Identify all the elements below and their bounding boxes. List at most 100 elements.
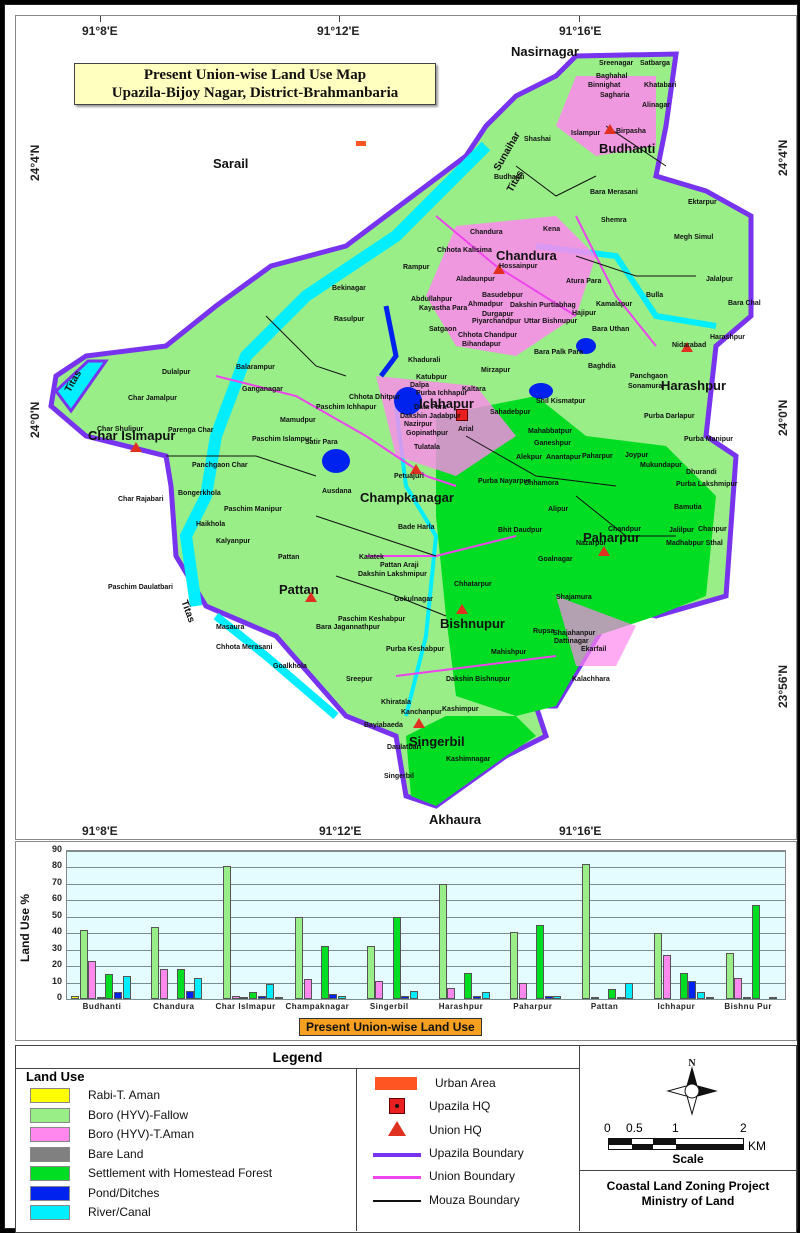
mouza-label: Paschim Daulatbari bbox=[108, 584, 173, 591]
mouza-label: Rasulpur bbox=[334, 316, 365, 323]
bar bbox=[447, 987, 456, 999]
mouza-label: Goalnagar bbox=[538, 556, 573, 563]
union-hq-icon bbox=[604, 124, 616, 134]
y-tick-label: 60 bbox=[51, 893, 62, 904]
bar bbox=[608, 989, 616, 999]
bar bbox=[553, 995, 562, 999]
coord-tick bbox=[339, 16, 340, 22]
mouza-label: Paharpur bbox=[582, 453, 613, 460]
mouza-label: Megh Simul bbox=[674, 234, 714, 241]
north-arrow-icon: N bbox=[666, 1058, 718, 1116]
mouza-label: Chhota Kalisima bbox=[437, 247, 492, 254]
mouza-label: Khiratala bbox=[381, 699, 411, 706]
mouza-label: Sahadebpur bbox=[490, 409, 531, 416]
land-use-bar-chart: Land Use % Present Union-wise Land Use 0… bbox=[15, 841, 797, 1041]
legend-swatch bbox=[30, 1088, 70, 1103]
upazila-map-shape bbox=[48, 51, 754, 809]
mouza-label: Pattan bbox=[278, 554, 300, 561]
neighbor-north: Nasirnagar bbox=[511, 44, 579, 59]
map-title-box: Present Union-wise Land Use Map Upazila-… bbox=[74, 63, 436, 105]
mouza-label: Chandura bbox=[470, 229, 503, 236]
mouza-label: Jalilpur bbox=[669, 527, 694, 534]
mouza-label: Dulalpur bbox=[162, 369, 191, 376]
bar bbox=[751, 905, 760, 999]
mouza-label: Chhota Merasani bbox=[216, 644, 273, 651]
mouza-label: Mamudpur bbox=[280, 417, 316, 424]
bar bbox=[590, 997, 599, 999]
union-budhanti: Budhanti bbox=[599, 141, 656, 156]
legend-label: Bare Land bbox=[88, 1146, 144, 1161]
mouza-label: Bongerkhola bbox=[178, 490, 221, 497]
mouza-label: Dalpa bbox=[410, 382, 430, 389]
bar bbox=[71, 995, 79, 999]
gridline bbox=[67, 900, 785, 902]
mouza-label: Dakshin Bishnupur bbox=[446, 676, 511, 683]
coord-top-2: 91°12'E bbox=[317, 24, 360, 38]
mouza-label: Kashimpur bbox=[442, 706, 479, 713]
mouza-label: Hajipur bbox=[572, 310, 597, 317]
mouza-label: Jalalpur bbox=[706, 276, 733, 283]
mouza-label: Purba Nayarpur bbox=[478, 478, 531, 485]
bar bbox=[679, 972, 688, 999]
y-tick-label: 20 bbox=[51, 959, 62, 970]
mouza-label: Dakshin Jadabpur bbox=[400, 413, 461, 420]
credit-box: Coastal Land Zoning Project Ministry of … bbox=[580, 1170, 796, 1232]
mouza-label: Bayiabaeda bbox=[364, 722, 403, 729]
bar bbox=[114, 992, 122, 999]
mouza-label: Kashimnagar bbox=[446, 756, 491, 763]
coord-right-3: 23°56'N bbox=[776, 664, 790, 708]
mouza-label: Chanpur bbox=[698, 526, 727, 533]
mouza-label: Purba Keshabpur bbox=[386, 646, 445, 653]
union-hq-icon bbox=[413, 718, 425, 728]
mouza-label: Purba Manipur bbox=[684, 436, 734, 443]
mouza-label: Chhatarpur bbox=[454, 581, 492, 588]
bar bbox=[274, 997, 283, 999]
union-harashpur: Harashpur bbox=[661, 378, 727, 393]
union-hq-icon bbox=[305, 592, 317, 602]
chart-y-axis-label: Land Use % bbox=[18, 893, 32, 962]
coord-top-3: 91°16'E bbox=[559, 24, 602, 38]
mouza-label: Paschim Keshabpur bbox=[338, 616, 406, 623]
coord-bottom-2: 91°12'E bbox=[319, 824, 362, 838]
bar bbox=[625, 982, 634, 999]
y-tick-label: 10 bbox=[51, 975, 62, 986]
union-hq-icon bbox=[598, 546, 610, 556]
mouza-label: Basudebpur bbox=[482, 292, 523, 299]
scale-tick: 0 bbox=[604, 1121, 611, 1135]
bar bbox=[725, 952, 734, 999]
y-tick-label: 30 bbox=[51, 942, 62, 953]
upazila-boundary-line-icon bbox=[373, 1153, 421, 1157]
mouza-label: Piyarchandpur bbox=[472, 318, 522, 325]
bar bbox=[481, 992, 490, 999]
chart-title: Present Union-wise Land Use bbox=[299, 1018, 482, 1036]
symbol-label: Upazila HQ bbox=[429, 1099, 491, 1113]
union-bishnupur: Bishnupur bbox=[440, 616, 505, 631]
mouza-label: Kayastha Para bbox=[419, 305, 468, 312]
mouza-label: Paschim Islampur bbox=[252, 436, 312, 443]
mouza-label: Paschim Ichhapur bbox=[316, 404, 377, 411]
mouza-label: Shajamura bbox=[556, 594, 592, 601]
mouza-label: Bara Chal bbox=[728, 300, 761, 307]
x-category-label: Char Islmapur bbox=[215, 1002, 276, 1011]
mouza-label: Ganeshpur bbox=[534, 440, 571, 447]
mouza-label: Chhota Chandpur bbox=[458, 332, 518, 339]
bar bbox=[654, 933, 662, 999]
mouza-label: Bara Merasani bbox=[590, 189, 638, 196]
mouza-label: Paschim Manipur bbox=[224, 506, 282, 513]
x-category-label: Champaknagar bbox=[285, 1002, 350, 1011]
upazila-hq-icon bbox=[456, 409, 468, 421]
y-tick-label: 80 bbox=[51, 860, 62, 871]
mouza-label: Sreenagar bbox=[599, 60, 634, 67]
union-hq-icon bbox=[130, 442, 142, 452]
y-tick-label: 40 bbox=[51, 926, 62, 937]
mouza-label: Chhota Dhitpur bbox=[349, 394, 400, 401]
mouza-label: Purba Darlapur bbox=[644, 413, 695, 420]
bar bbox=[743, 997, 751, 999]
mouza-label: Data Para bbox=[414, 404, 447, 411]
union-hq-icon bbox=[456, 604, 468, 614]
scale-tick: 1 bbox=[672, 1121, 679, 1135]
coord-left-1: 24°4'N bbox=[28, 144, 42, 181]
legend-label: Settlement with Homestead Forest bbox=[88, 1166, 273, 1180]
gridline bbox=[67, 916, 785, 918]
legend-swatch bbox=[30, 1146, 70, 1162]
